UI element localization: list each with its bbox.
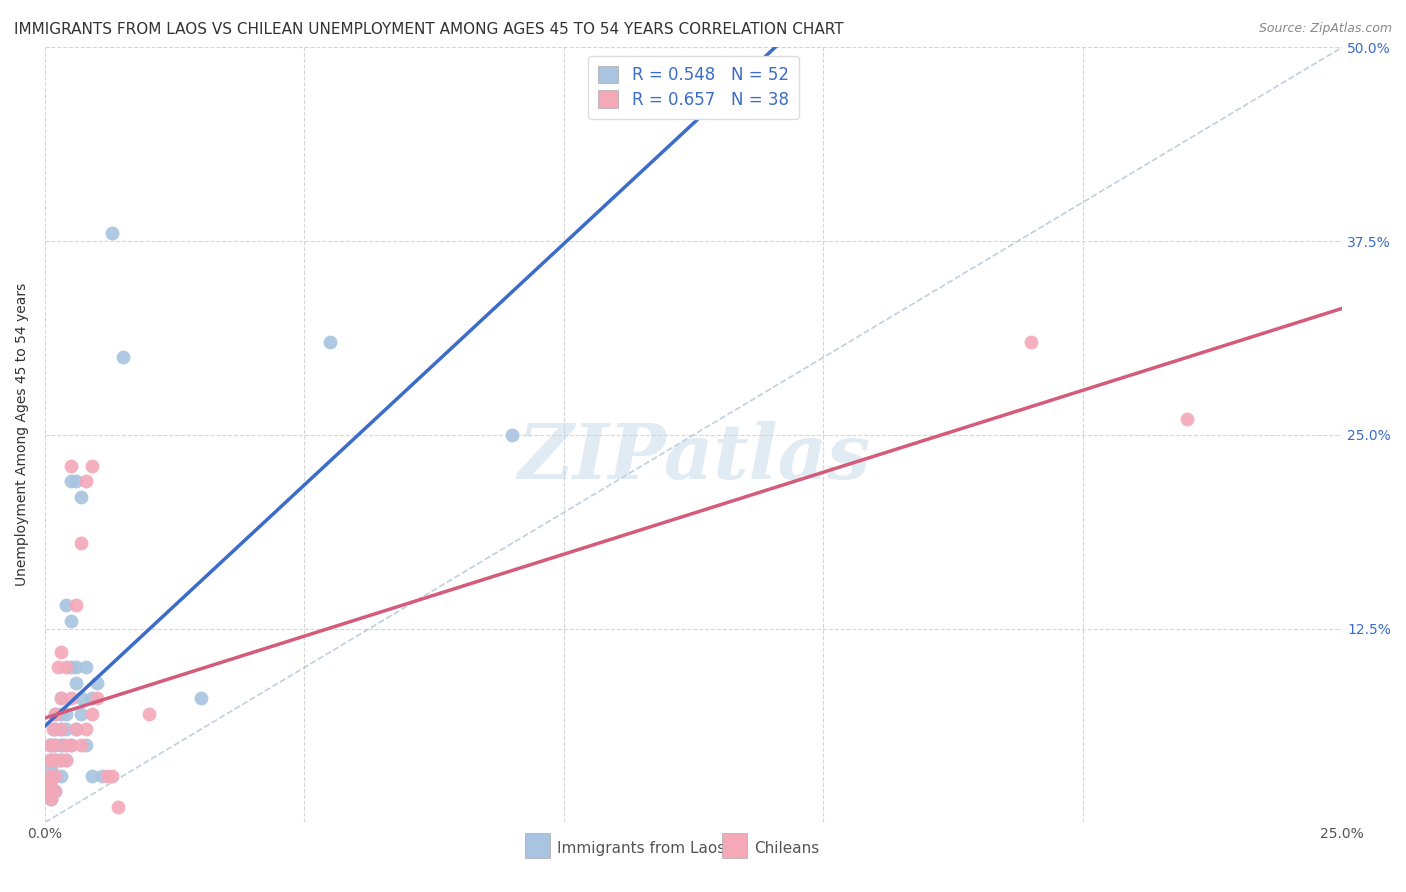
Point xyxy=(44,706,66,721)
Point xyxy=(46,660,69,674)
Point xyxy=(42,754,65,768)
Point xyxy=(80,706,103,721)
Legend: R = 0.548   N = 52, R = 0.657   N = 38: R = 0.548 N = 52, R = 0.657 N = 38 xyxy=(589,55,799,119)
Point xyxy=(44,784,66,798)
Point xyxy=(44,769,66,783)
Point xyxy=(86,676,108,690)
Point xyxy=(70,738,93,752)
Point xyxy=(39,754,62,768)
Point xyxy=(80,458,103,473)
Point xyxy=(70,536,93,550)
Text: Immigrants from Laos: Immigrants from Laos xyxy=(557,840,725,855)
Point xyxy=(49,723,72,737)
Point xyxy=(44,723,66,737)
Point xyxy=(49,769,72,783)
Point xyxy=(44,784,66,798)
Point xyxy=(76,738,98,752)
Point xyxy=(96,769,118,783)
Point xyxy=(91,769,114,783)
Point xyxy=(101,227,124,241)
Point xyxy=(42,738,65,752)
Text: Source: ZipAtlas.com: Source: ZipAtlas.com xyxy=(1258,22,1392,36)
Point xyxy=(44,769,66,783)
Point xyxy=(49,754,72,768)
Point xyxy=(55,599,77,613)
Point xyxy=(39,792,62,806)
Point xyxy=(44,738,66,752)
Point xyxy=(65,599,87,613)
Text: IMMIGRANTS FROM LAOS VS CHILEAN UNEMPLOYMENT AMONG AGES 45 TO 54 YEARS CORRELATI: IMMIGRANTS FROM LAOS VS CHILEAN UNEMPLOY… xyxy=(14,22,844,37)
Point xyxy=(44,738,66,752)
Point xyxy=(55,723,77,737)
Point xyxy=(39,754,62,768)
Point xyxy=(49,645,72,659)
Point xyxy=(59,614,82,628)
Point xyxy=(44,723,66,737)
Point xyxy=(101,769,124,783)
Point xyxy=(55,660,77,674)
Point xyxy=(38,769,60,783)
Point xyxy=(55,738,77,752)
Point xyxy=(107,800,129,814)
Point xyxy=(70,706,93,721)
Point xyxy=(39,738,62,752)
Point xyxy=(55,754,77,768)
Point xyxy=(39,777,62,791)
Point xyxy=(319,334,342,349)
Point xyxy=(501,428,523,442)
Point xyxy=(80,769,103,783)
Point xyxy=(65,475,87,489)
Point xyxy=(42,723,65,737)
Point xyxy=(59,458,82,473)
Point xyxy=(70,490,93,504)
Y-axis label: Unemployment Among Ages 45 to 54 years: Unemployment Among Ages 45 to 54 years xyxy=(15,284,30,586)
Point xyxy=(39,738,62,752)
Point xyxy=(65,660,87,674)
Point xyxy=(55,754,77,768)
Point xyxy=(49,691,72,706)
Point xyxy=(55,706,77,721)
Point xyxy=(70,691,93,706)
Point xyxy=(44,706,66,721)
Point xyxy=(65,676,87,690)
Point xyxy=(38,769,60,783)
Point xyxy=(65,723,87,737)
Point xyxy=(76,660,98,674)
Point xyxy=(49,754,72,768)
Point xyxy=(42,784,65,798)
Point xyxy=(59,660,82,674)
Point xyxy=(190,691,212,706)
Point xyxy=(76,723,98,737)
Point xyxy=(42,754,65,768)
Point xyxy=(59,691,82,706)
Point xyxy=(59,738,82,752)
Point xyxy=(49,723,72,737)
Point xyxy=(80,691,103,706)
Point xyxy=(1175,412,1198,426)
Point xyxy=(37,784,59,798)
Point xyxy=(49,706,72,721)
Point xyxy=(39,792,62,806)
Point xyxy=(49,691,72,706)
Point xyxy=(59,475,82,489)
Point xyxy=(39,761,62,775)
Point xyxy=(59,738,82,752)
Text: ZIPatlas: ZIPatlas xyxy=(517,421,870,495)
Point xyxy=(1019,334,1042,349)
Point xyxy=(52,738,75,752)
Text: Chileans: Chileans xyxy=(754,840,820,855)
Point xyxy=(65,723,87,737)
Point xyxy=(138,706,160,721)
Point xyxy=(49,738,72,752)
Point xyxy=(37,784,59,798)
Point xyxy=(39,777,62,791)
Point xyxy=(76,475,98,489)
Point xyxy=(86,691,108,706)
Point xyxy=(46,754,69,768)
Point xyxy=(44,754,66,768)
Point xyxy=(111,351,134,365)
Point xyxy=(42,769,65,783)
